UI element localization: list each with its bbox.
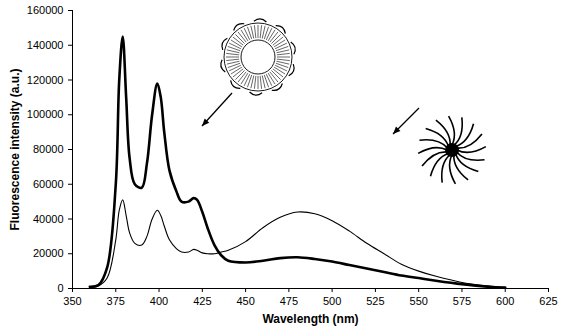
svg-text:500: 500 [323,295,341,307]
svg-text:40000: 40000 [33,213,64,225]
svg-text:20000: 20000 [33,247,64,259]
svg-text:575: 575 [453,295,471,307]
svg-text:600: 600 [496,295,514,307]
svg-text:450: 450 [236,295,254,307]
svg-text:350: 350 [63,295,81,307]
svg-text:140000: 140000 [27,39,64,51]
svg-text:400: 400 [150,295,168,307]
svg-text:475: 475 [280,295,298,307]
svg-text:0: 0 [57,282,63,294]
svg-text:120000: 120000 [27,74,64,86]
svg-text:525: 525 [366,295,384,307]
svg-text:Wavelength (nm): Wavelength (nm) [262,312,358,326]
svg-text:375: 375 [107,295,125,307]
svg-text:160000: 160000 [27,4,64,16]
svg-text:625: 625 [539,295,557,307]
svg-text:550: 550 [410,295,428,307]
svg-text:80000: 80000 [33,143,64,155]
svg-text:Fluorescence intensity (a.u.): Fluorescence intensity (a.u.) [8,68,22,230]
svg-text:425: 425 [193,295,211,307]
svg-text:60000: 60000 [33,178,64,190]
svg-text:100000: 100000 [27,108,64,120]
